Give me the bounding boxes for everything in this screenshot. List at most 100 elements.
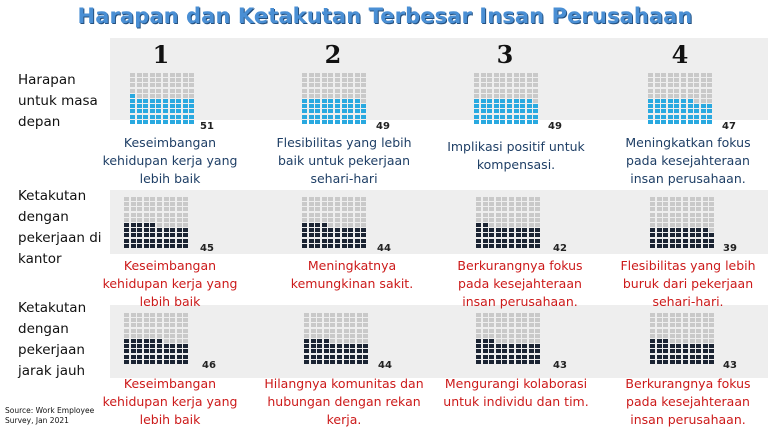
- waffle-cell-filled: [676, 344, 682, 349]
- waffle-cell-filled: [709, 243, 715, 248]
- waffle-cell-filled: [335, 228, 340, 233]
- waffle-cell-empty: [361, 202, 367, 207]
- waffle-cell-filled: [348, 104, 354, 109]
- waffle-cell-filled: [707, 109, 713, 114]
- waffle-cell-filled: [482, 233, 488, 238]
- waffle-cell-empty: [495, 212, 501, 217]
- waffle-cell-empty: [310, 333, 316, 338]
- waffle-cell-filled: [482, 243, 488, 248]
- waffle-cell-empty: [363, 323, 369, 328]
- waffle-cell-filled: [681, 99, 686, 103]
- waffle-cell-empty: [676, 223, 682, 227]
- waffle-cell-empty: [663, 207, 669, 212]
- waffle-cell-empty: [143, 93, 149, 98]
- waffle-cell-filled: [176, 243, 182, 248]
- waffle-cell-filled: [515, 359, 521, 364]
- waffle-cell-empty: [157, 223, 162, 227]
- waffle-cell-filled: [317, 339, 323, 343]
- waffle-cell-filled: [354, 99, 360, 103]
- waffle-cell-filled: [156, 99, 162, 103]
- waffle-cell-empty: [137, 323, 143, 328]
- waffle-cell-empty: [522, 223, 528, 227]
- waffle-cell-empty: [674, 93, 680, 98]
- waffle-cell-filled: [354, 238, 360, 243]
- waffle-cell-filled: [183, 344, 189, 349]
- waffle-cell-filled: [676, 359, 682, 364]
- waffle-cell-empty: [663, 318, 669, 323]
- waffle-cell-empty: [143, 217, 149, 222]
- waffle-cell-empty: [137, 328, 143, 333]
- waffle-cell-filled: [656, 339, 662, 343]
- waffle-cell-empty: [163, 339, 169, 343]
- waffle-cell-empty: [526, 88, 532, 93]
- waffle-cell-empty: [341, 202, 347, 207]
- waffle-cell-filled: [354, 228, 360, 233]
- waffle-cell-empty: [143, 197, 149, 201]
- waffle-cell-empty: [509, 212, 514, 217]
- waffle-cell-empty: [661, 73, 667, 77]
- waffle-cell-filled: [515, 354, 521, 359]
- waffle-cell-empty: [683, 333, 688, 338]
- waffle-cell-empty: [681, 88, 686, 93]
- waffle-cell-filled: [308, 233, 314, 238]
- waffle-cell-filled: [150, 233, 156, 238]
- waffle-cell-filled: [130, 344, 136, 349]
- waffle-cell-empty: [528, 333, 534, 338]
- waffle-cell-empty: [157, 313, 162, 317]
- waffle-cell-empty: [480, 93, 486, 98]
- waffle-cell-empty: [170, 323, 176, 328]
- waffle-cell-empty: [502, 339, 508, 343]
- waffle-cell-empty: [335, 212, 340, 217]
- waffle-cell-empty: [321, 83, 327, 88]
- waffle-cell-empty: [533, 78, 539, 83]
- waffle-cell-filled: [676, 233, 682, 238]
- waffle-cell-filled: [183, 228, 189, 233]
- waffle-cell-filled: [656, 344, 662, 349]
- waffle-cell-filled: [335, 238, 340, 243]
- waffle-cell-filled: [683, 354, 688, 359]
- waffle-cell-filled: [150, 223, 156, 227]
- waffle-cell-empty: [502, 223, 508, 227]
- waffle-cell-filled: [321, 228, 327, 233]
- waffle-cell-empty: [330, 339, 336, 343]
- waffle-cell-empty: [482, 202, 488, 207]
- waffle-cell-filled: [694, 109, 700, 114]
- waffle-cell-empty: [489, 328, 495, 333]
- waffle-cell-filled: [656, 228, 662, 233]
- waffle-cell-empty: [663, 217, 669, 222]
- waffle-cell-empty: [176, 207, 182, 212]
- waffle-cell-empty: [656, 212, 662, 217]
- waffle-cell-empty: [170, 313, 176, 317]
- waffle-cell-empty: [656, 313, 662, 317]
- waffle-cell-empty: [124, 333, 129, 338]
- waffle-cell-empty: [526, 83, 532, 88]
- waffle-cell-empty: [170, 217, 176, 222]
- waffle-cell-filled: [330, 344, 336, 349]
- waffle-cell-filled: [500, 119, 506, 124]
- waffle-cell-empty: [335, 217, 340, 222]
- waffle-cell-filled: [169, 109, 175, 114]
- waffle-cell-empty: [482, 318, 488, 323]
- waffle-cell-empty: [315, 202, 321, 207]
- waffle-cell-filled: [143, 119, 149, 124]
- waffle-cell-empty: [149, 93, 155, 98]
- waffle-cell-empty: [650, 223, 655, 227]
- waffle-cell-empty: [149, 73, 155, 77]
- waffle-cell-empty: [124, 313, 129, 317]
- waffle-cell-empty: [528, 223, 534, 227]
- waffle-cell-empty: [474, 73, 479, 77]
- waffle-cell-filled: [667, 104, 673, 109]
- waffle-cell-empty: [535, 313, 541, 317]
- waffle-cell-filled: [321, 109, 327, 114]
- waffle-cell-empty: [535, 212, 541, 217]
- waffle-cell-empty: [363, 339, 369, 343]
- waffle-cell-empty: [149, 78, 155, 83]
- waffle-cell-filled: [348, 233, 354, 238]
- waffle-cell-filled: [482, 359, 488, 364]
- waffle-cell-empty: [509, 323, 514, 328]
- waffle-cell-empty: [696, 217, 702, 222]
- waffle-cell-empty: [157, 202, 162, 207]
- waffle-cell-empty: [169, 88, 175, 93]
- waffle-cell-empty: [163, 73, 168, 77]
- waffle-cell-filled: [669, 344, 675, 349]
